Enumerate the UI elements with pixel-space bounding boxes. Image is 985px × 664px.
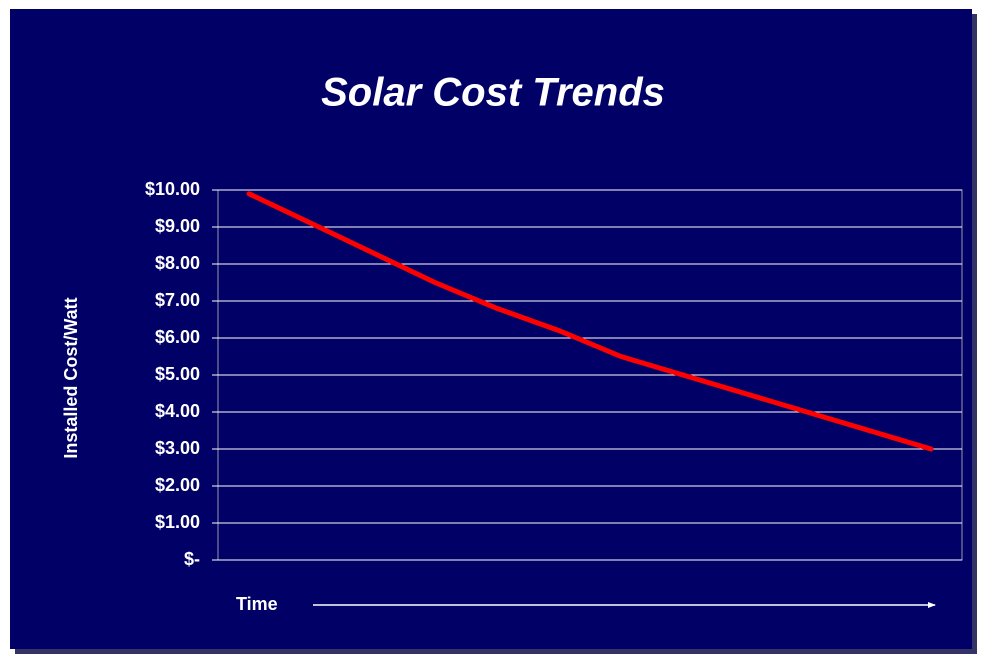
y-tick-label: $3.00 (155, 438, 200, 458)
y-tick-label: $2.00 (155, 475, 200, 495)
y-tick-label: $- (184, 549, 200, 569)
y-tick-label: $8.00 (155, 253, 200, 273)
chart-title: Solar Cost Trends (321, 71, 665, 115)
y-tick-label: $10.00 (145, 179, 200, 199)
y-tick-label: $7.00 (155, 290, 200, 310)
y-tick-label: $9.00 (155, 216, 200, 236)
y-axis-label: Installed Cost/Watt (61, 297, 81, 458)
y-tick-label: $4.00 (155, 401, 200, 421)
x-axis-label: Time (236, 594, 278, 614)
y-tick-label: $1.00 (155, 512, 200, 532)
y-tick-label: $6.00 (155, 327, 200, 347)
cost-line (246, 191, 934, 452)
slide-background (10, 9, 972, 649)
y-tick-label: $5.00 (155, 364, 200, 384)
